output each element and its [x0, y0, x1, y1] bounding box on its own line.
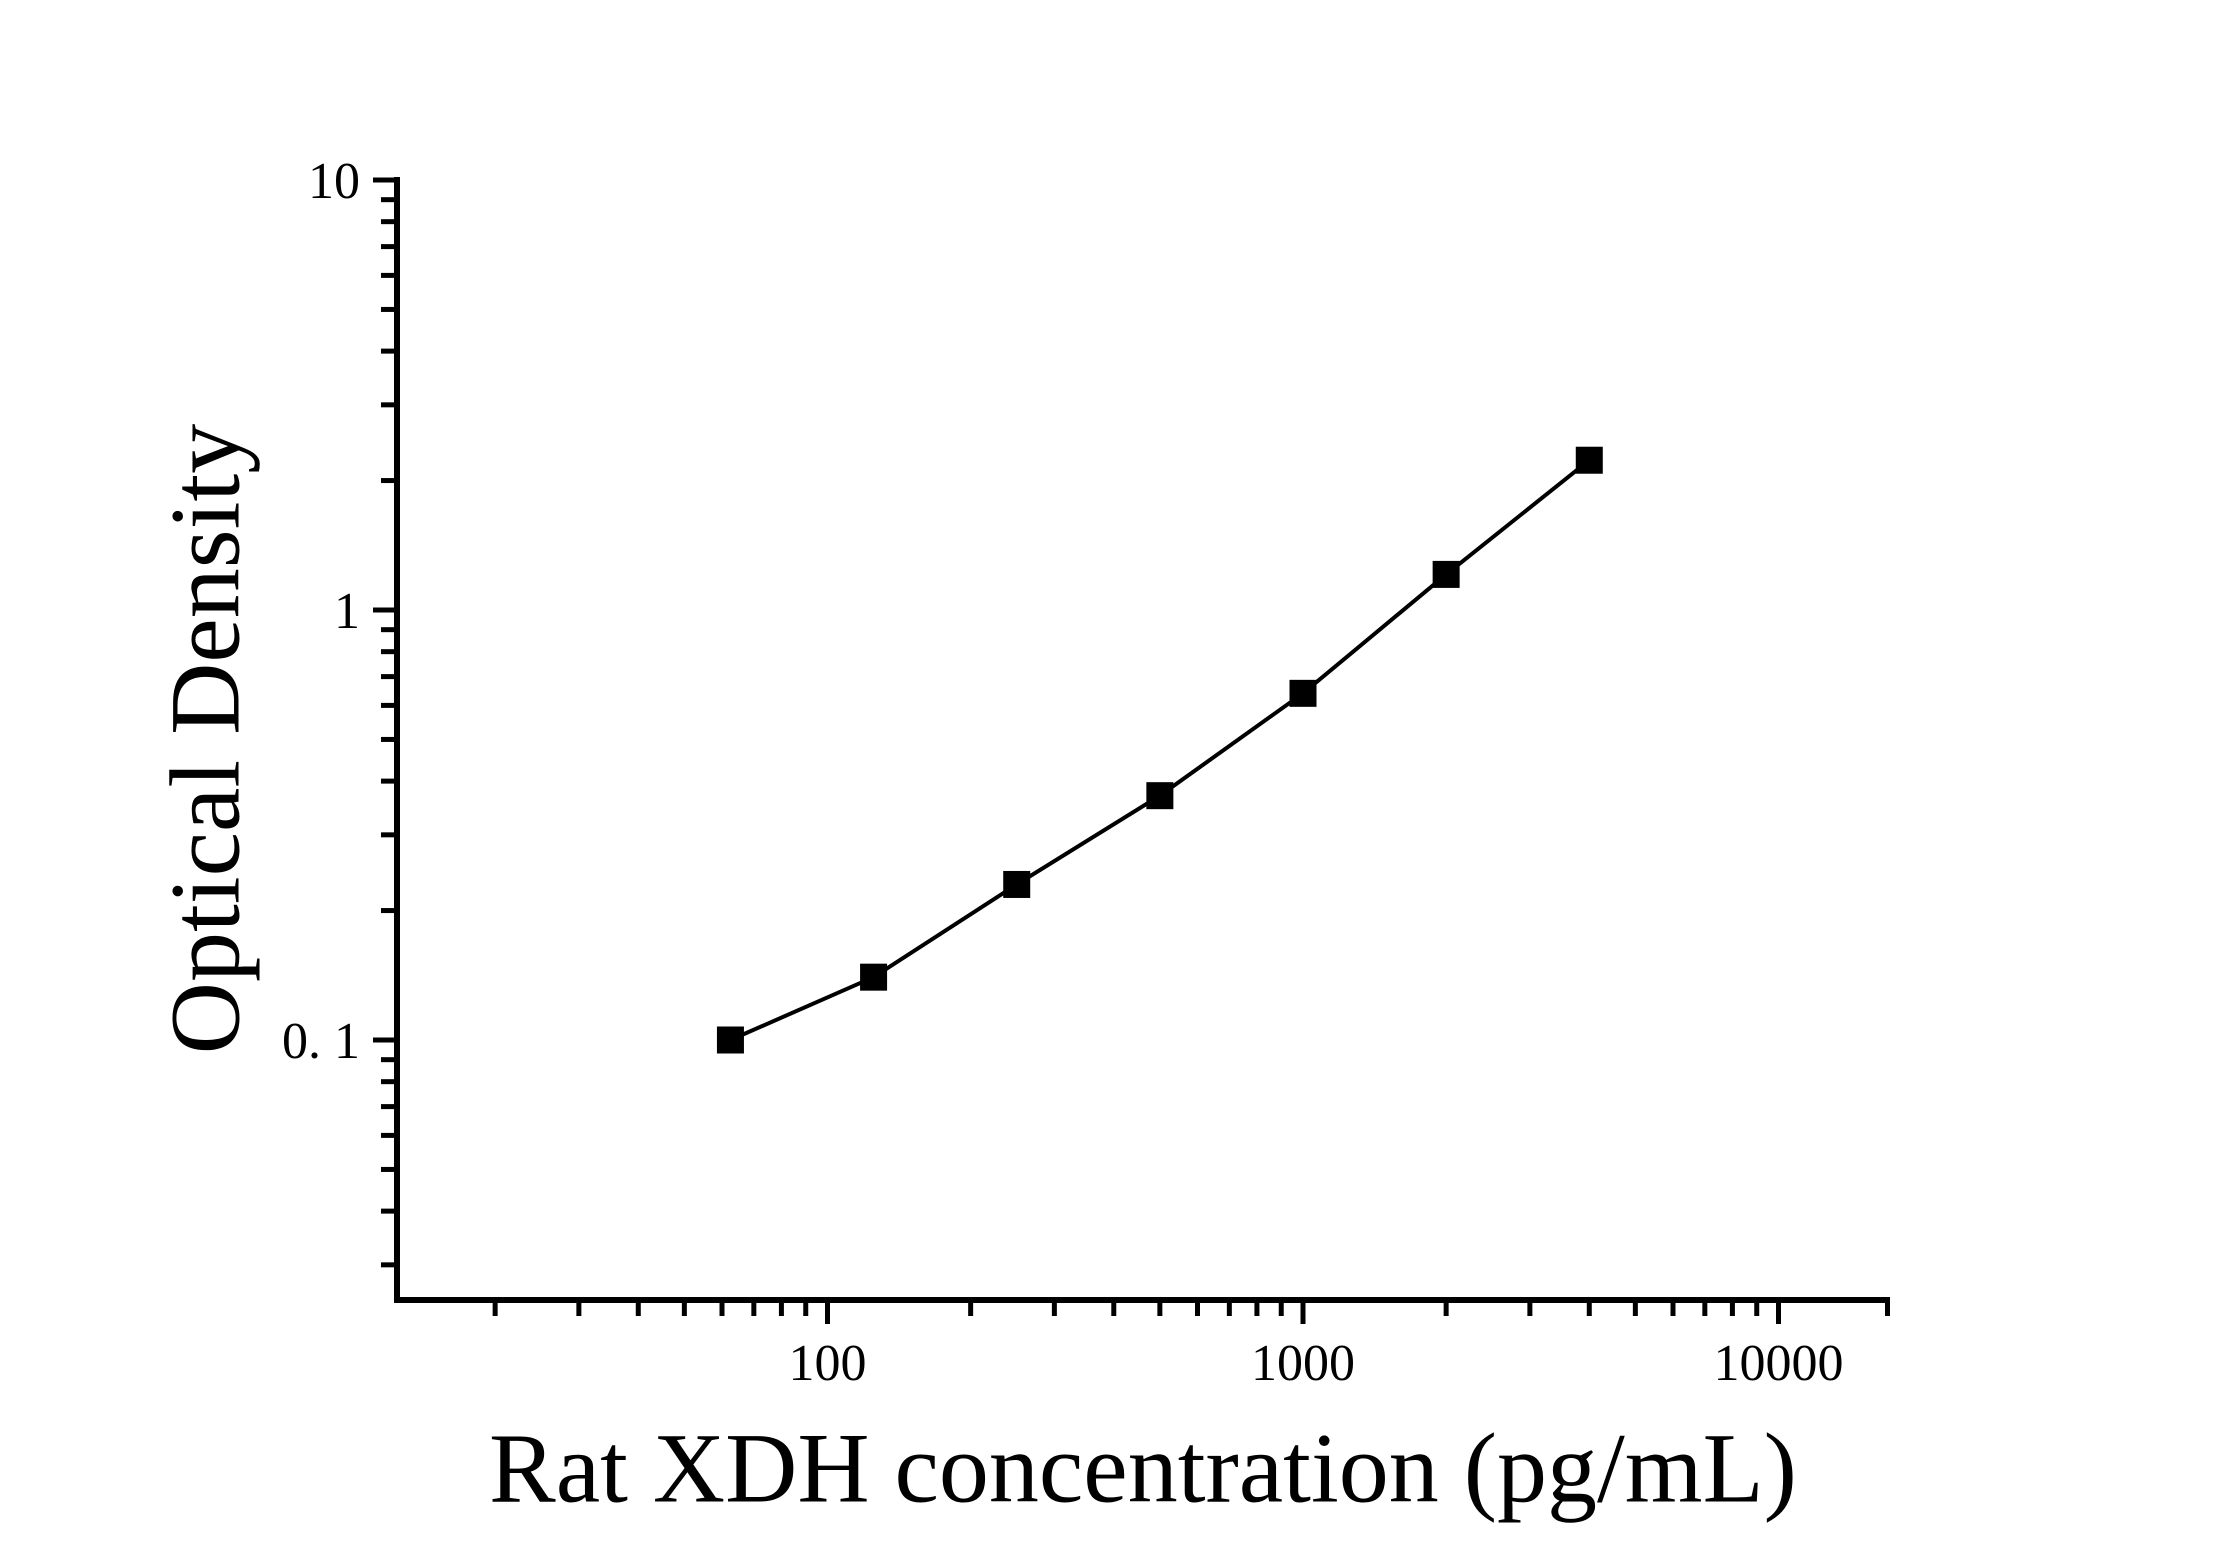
data-point-marker — [1146, 782, 1174, 810]
data-point-marker — [1432, 560, 1460, 588]
data-point-marker — [716, 1026, 744, 1054]
tick-layer — [373, 177, 1890, 1324]
x-tick-label: 10000 — [1714, 1335, 1844, 1392]
x-tick-label: 100 — [789, 1335, 867, 1392]
x-axis-title: Rat XDH concentration (pg/mL) — [489, 1412, 1797, 1524]
y-tick-label: 10 — [308, 153, 360, 210]
y-tick-label: 0. 1 — [282, 1013, 360, 1070]
axes-layer — [394, 177, 1890, 1303]
tick-label-layer: 100 1000 10000 10 1 0. 1 — [282, 153, 1844, 1392]
data-point-marker — [860, 963, 888, 991]
data-point-marker — [1575, 446, 1603, 474]
standard-curve-line — [729, 458, 1591, 1042]
data-point-marker — [1289, 679, 1317, 707]
y-tick-label: 1 — [334, 583, 360, 640]
y-axis-title: Optical Density — [149, 423, 261, 1055]
x-tick-label: 1000 — [1251, 1335, 1355, 1392]
series-layer — [716, 446, 1603, 1054]
data-point-marker — [1003, 870, 1031, 898]
